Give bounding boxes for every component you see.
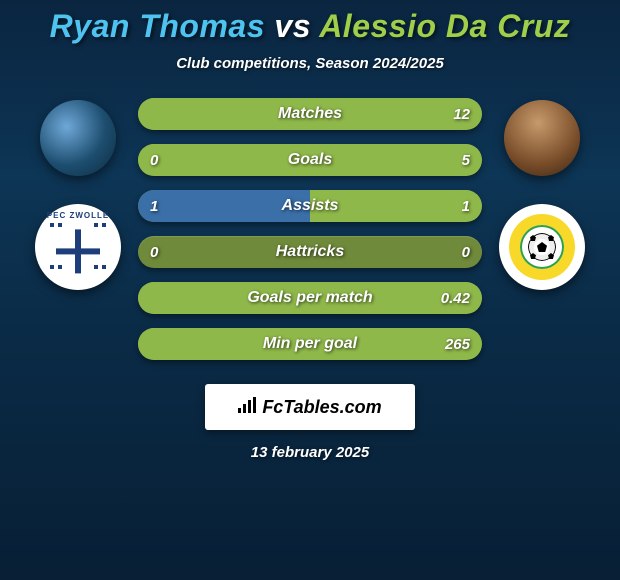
- stat-bar: 11Assists: [138, 190, 482, 222]
- vs-text: vs: [274, 8, 311, 44]
- fortuna-ball-icon: [520, 225, 564, 269]
- brand-text: FcTables.com: [262, 397, 381, 418]
- player2-name: Alessio Da Cruz: [319, 8, 570, 44]
- right-column: [482, 92, 602, 290]
- stat-bar: 05Goals: [138, 144, 482, 176]
- stat-bar: 0.42Goals per match: [138, 282, 482, 314]
- player1-club-logo: PEC ZWOLLE: [35, 204, 121, 290]
- left-column: PEC ZWOLLE: [18, 92, 138, 290]
- player1-name: Ryan Thomas: [50, 8, 265, 44]
- pec-pattern-icon: [44, 213, 112, 281]
- player1-photo: [40, 100, 116, 176]
- signal-icon: [238, 397, 258, 418]
- subtitle: Club competitions, Season 2024/2025: [0, 55, 620, 72]
- content-row: PEC ZWOLLE 12Matches 05Goals 11Assists 00Ha…: [0, 92, 620, 366]
- stat-label: Min per goal: [138, 328, 482, 360]
- page-title: Ryan Thomas vs Alessio Da Cruz: [0, 8, 620, 45]
- player2-photo: [504, 100, 580, 176]
- stat-label: Hattricks: [138, 236, 482, 268]
- stat-label: Matches: [138, 98, 482, 130]
- stat-label: Goals per match: [138, 282, 482, 314]
- brand-badge[interactable]: FcTables.com: [205, 384, 415, 430]
- stat-bar: 265Min per goal: [138, 328, 482, 360]
- player2-club-logo: [499, 204, 585, 290]
- stat-label: Assists: [138, 190, 482, 222]
- stats-column: 12Matches 05Goals 11Assists 00Hattricks 0.42…: [138, 92, 482, 366]
- stat-label: Goals: [138, 144, 482, 176]
- stat-bar: 12Matches: [138, 98, 482, 130]
- date-text: 13 february 2025: [0, 444, 620, 461]
- comparison-card: Ryan Thomas vs Alessio Da Cruz Club comp…: [0, 0, 620, 461]
- stat-bar: 00Hattricks: [138, 236, 482, 268]
